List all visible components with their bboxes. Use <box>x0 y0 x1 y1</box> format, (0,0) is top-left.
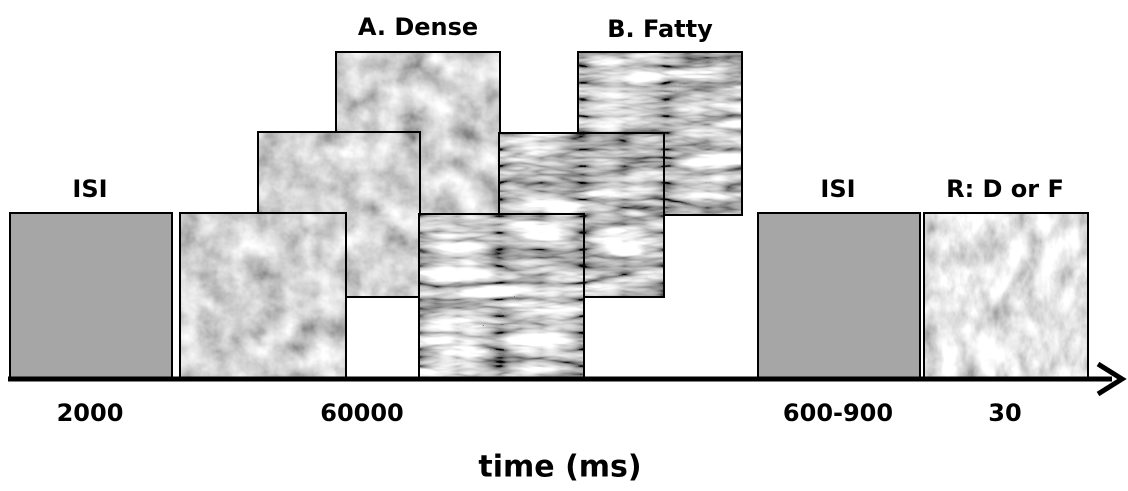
stage-label: R: D or F <box>946 175 1064 203</box>
isi-blank <box>9 212 173 379</box>
example-label: B. Fatty <box>607 15 713 43</box>
example-label: A. Dense <box>358 13 478 41</box>
axis-title: time (ms) <box>478 450 641 485</box>
duration-label: 600-900 <box>783 399 893 427</box>
response-image <box>924 213 1088 378</box>
duration-label: 2000 <box>57 399 124 427</box>
fatty-stack <box>418 51 743 379</box>
stage-label: ISI <box>820 175 855 203</box>
dense-image <box>179 212 347 379</box>
axis-arrow <box>1096 361 1127 397</box>
dense-stack <box>179 51 501 379</box>
stage-label: ISI <box>72 175 107 203</box>
duration-label: 30 <box>988 399 1021 427</box>
isi-blank <box>757 212 921 379</box>
duration-label: 60000 <box>320 399 404 427</box>
fatty-image <box>419 214 584 378</box>
